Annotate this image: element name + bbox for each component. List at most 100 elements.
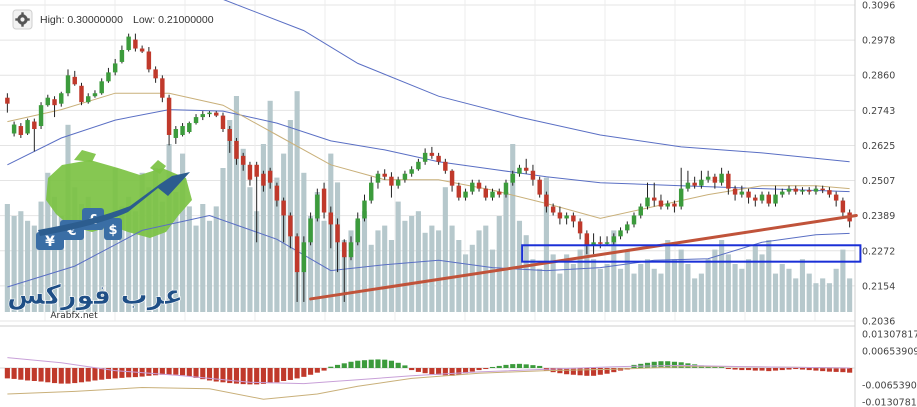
macd-histogram-bar: [375, 359, 381, 368]
candle-body: [207, 112, 212, 115]
volume-bar: [847, 278, 853, 312]
macd-histogram-bar: [436, 368, 442, 375]
macd-line: [7, 366, 850, 400]
macd-histogram-bar: [516, 363, 523, 368]
candle: [395, 176, 401, 189]
candle-body: [692, 182, 697, 186]
candle-body: [409, 169, 414, 174]
candle-body: [32, 121, 37, 130]
macd-histogram-bar: [766, 368, 772, 372]
volume-bar: [719, 240, 725, 312]
macd-histogram-bar: [193, 368, 199, 378]
candle: [355, 212, 360, 246]
volume-bar: [422, 232, 428, 312]
volume-bar: [355, 220, 361, 312]
macd-histogram-bar: [334, 364, 341, 368]
candle-body: [746, 191, 751, 198]
candle: [820, 185, 825, 194]
candle-body: [645, 197, 650, 207]
candle-body: [631, 215, 637, 225]
candle: [692, 176, 697, 189]
macd-histogram-bar: [530, 365, 536, 368]
candle-body: [732, 188, 738, 195]
candle-body: [618, 230, 623, 237]
candle: [753, 194, 758, 207]
svg-text:¥: ¥: [45, 234, 55, 250]
volume-bar: [146, 187, 152, 312]
trendline: [309, 213, 858, 301]
macd-histogram-bar: [31, 368, 37, 381]
macd-histogram-bar: [840, 368, 846, 373]
candle: [416, 158, 421, 171]
macd-histogram-bar: [355, 360, 361, 368]
candle: [402, 170, 408, 183]
price-tick-label: 0.2389: [862, 211, 895, 222]
candle: [476, 179, 482, 192]
candle: [133, 33, 138, 52]
macd-histogram-bar: [537, 365, 543, 368]
candle: [207, 111, 212, 118]
candle: [59, 91, 64, 107]
volume-bar: [51, 196, 58, 312]
volume-bar: [166, 144, 172, 312]
candle-body: [699, 179, 704, 186]
macd-histogram-bar: [58, 368, 64, 384]
candle-body: [402, 173, 408, 180]
macd-histogram-bar: [267, 368, 273, 384]
volume-bar: [294, 91, 300, 312]
volume-bar: [799, 259, 806, 312]
candle-body: [456, 185, 462, 198]
macd-histogram-bar: [247, 368, 253, 385]
volume-bar: [685, 264, 691, 312]
volume-bar: [247, 187, 253, 312]
volume-bar: [267, 100, 273, 312]
candle: [759, 191, 765, 204]
settings-button[interactable]: [12, 9, 33, 30]
candle-body: [146, 51, 152, 70]
candle-body: [564, 215, 569, 219]
macd-histogram-bar: [651, 361, 657, 368]
candle-body: [813, 188, 819, 192]
macd-histogram-bar: [72, 368, 78, 384]
macd-signal-line: [7, 357, 850, 385]
volume-bar: [395, 201, 401, 312]
volume-bar: [705, 259, 711, 312]
volume-bar: [577, 249, 583, 312]
candle-body: [133, 39, 138, 49]
candle: [5, 93, 10, 113]
macd-histogram-bar: [260, 368, 266, 384]
volume-bar: [25, 220, 31, 312]
candle: [436, 152, 441, 165]
candle-body: [833, 194, 839, 201]
macd-histogram-bar: [847, 368, 853, 373]
macd-histogram-bar: [476, 368, 482, 371]
macd-histogram-bar: [65, 368, 71, 384]
macd-histogram-bar: [712, 366, 718, 368]
volume-bar: [766, 240, 772, 312]
candle: [584, 230, 590, 255]
candle-body: [665, 203, 670, 207]
candle: [470, 179, 475, 195]
macd-histogram-bar: [503, 364, 509, 368]
candle: [557, 206, 563, 225]
macd-histogram-bar: [415, 368, 421, 372]
macd-histogram-bar: [786, 368, 792, 370]
candle: [294, 233, 300, 302]
candle-body: [281, 200, 286, 216]
macd-histogram-bar: [92, 368, 98, 381]
volume-bar: [361, 211, 368, 312]
volume-bar: [99, 211, 105, 312]
candle: [267, 167, 273, 189]
low-label: Low: 0.21000000: [133, 14, 214, 26]
candle-body: [369, 182, 374, 201]
macd-histogram-bar: [361, 360, 368, 368]
macd-histogram-bar: [489, 366, 496, 368]
macd-histogram-bar: [820, 368, 826, 372]
volume-bar: [638, 264, 644, 312]
volume-bar: [382, 225, 388, 312]
macd-histogram-bar: [200, 368, 206, 380]
macd-histogram-bar: [119, 368, 125, 378]
candle-body: [173, 129, 179, 138]
volume-bar: [179, 153, 186, 312]
